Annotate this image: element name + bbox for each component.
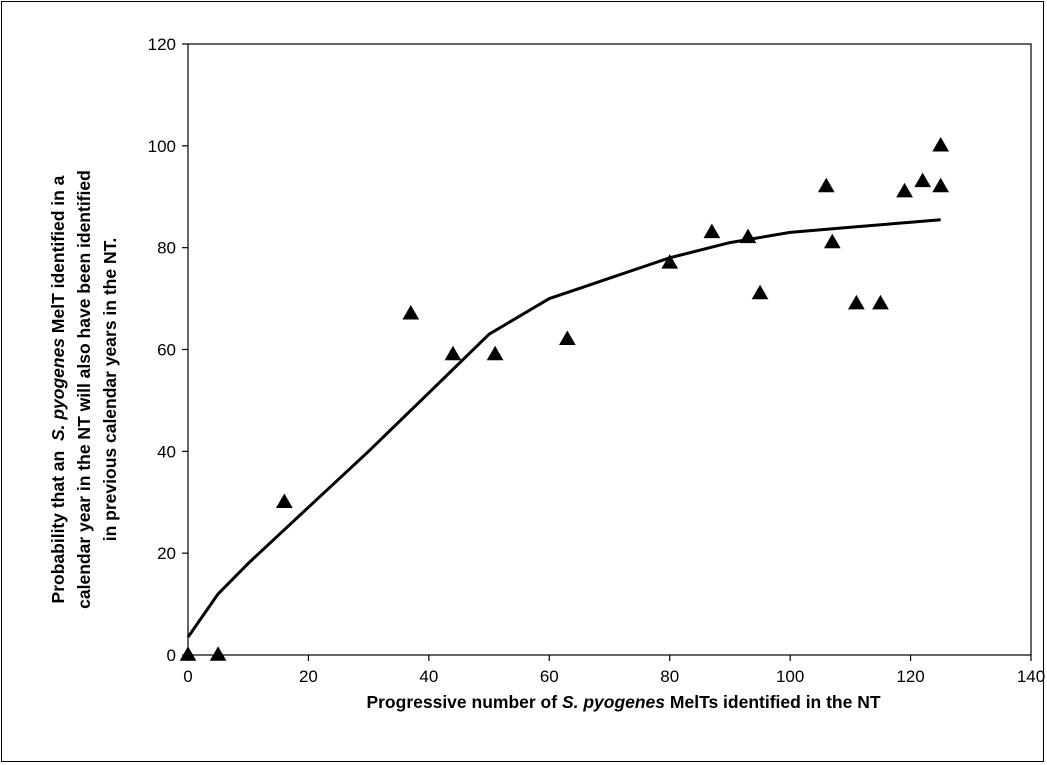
data-point-triangle xyxy=(275,493,293,508)
data-point-triangle xyxy=(558,330,576,346)
x-tick-label: 120 xyxy=(896,667,924,686)
x-tick-label: 40 xyxy=(419,667,438,686)
y-axis-title: Probability that an S. pyogenes MelT ide… xyxy=(48,170,120,609)
data-point-triangle xyxy=(444,345,462,361)
x-axis-ticks: 0 20 40 60 80 100 120 140 xyxy=(183,655,1045,686)
y-tick-label: 80 xyxy=(157,239,176,258)
data-point-triangle xyxy=(751,284,769,300)
data-point-triangle xyxy=(914,172,931,188)
x-axis-title: Progressive number of S. pyogenes MelTs … xyxy=(366,692,880,712)
data-point-triangle xyxy=(817,177,835,193)
plot-box xyxy=(187,43,1032,656)
data-point-triangle xyxy=(209,646,227,661)
data-point-triangle xyxy=(179,646,197,661)
data-points-layer xyxy=(179,137,950,661)
data-point-triangle xyxy=(402,305,420,320)
x-tick-label: 100 xyxy=(776,667,804,686)
x-tick-label: 60 xyxy=(540,667,559,686)
data-point-triangle xyxy=(848,294,865,310)
trend-line-layer xyxy=(186,218,941,639)
y-tick-label: 120 xyxy=(148,35,176,54)
plot-area xyxy=(187,43,1032,656)
data-point-triangle xyxy=(739,228,757,244)
data-point-triangle xyxy=(486,345,504,361)
y-tick-label: 100 xyxy=(148,137,176,156)
y-tick-label: 40 xyxy=(157,442,176,461)
trend-line xyxy=(186,218,941,639)
data-point-triangle xyxy=(661,254,679,269)
data-point-triangle xyxy=(896,182,913,198)
x-tick-label: 140 xyxy=(1017,667,1045,686)
data-point-triangle xyxy=(872,294,889,310)
y-axis-ticks: 0 20 40 60 80 100 120 xyxy=(148,35,188,665)
y-tick-label: 20 xyxy=(157,544,176,563)
y-tick-label: 0 xyxy=(167,646,176,665)
data-point-triangle xyxy=(932,177,950,193)
data-point-triangle xyxy=(823,233,841,249)
x-tick-label: 20 xyxy=(299,667,318,686)
x-tick-label: 0 xyxy=(183,667,192,686)
y-tick-label: 60 xyxy=(157,341,176,360)
data-point-triangle xyxy=(703,223,721,239)
data-point-triangle xyxy=(932,137,950,152)
x-tick-label: 80 xyxy=(660,667,679,686)
